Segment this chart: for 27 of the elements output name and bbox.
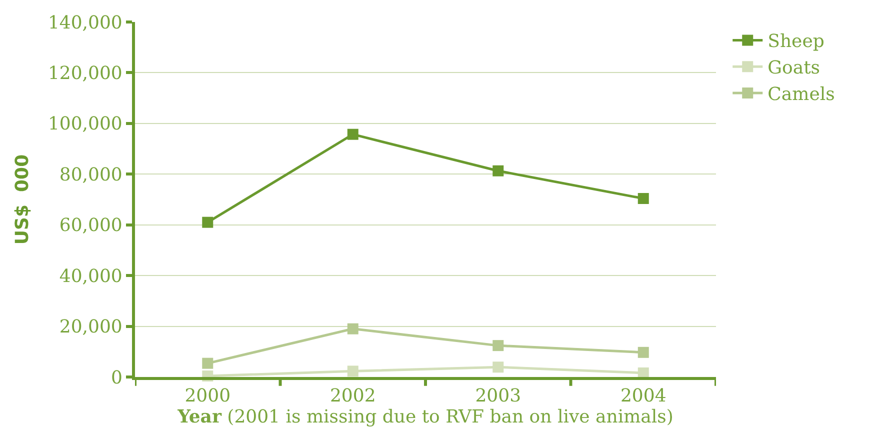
x-tick-label: 2000 <box>184 386 231 407</box>
point <box>638 346 649 358</box>
y-axis-title: US$ 000 <box>12 154 34 245</box>
legend-label: Goats <box>768 58 820 79</box>
point <box>347 128 358 140</box>
point <box>492 362 504 373</box>
y-tick-label: 80,000 <box>59 164 122 186</box>
y-tick-label: 60,000 <box>59 215 122 236</box>
y-tick-label: 140,000 <box>48 12 122 34</box>
y-tick-label: 100,000 <box>48 114 122 135</box>
point <box>347 323 358 334</box>
point <box>202 358 214 369</box>
y-tick-label: 40,000 <box>59 266 122 287</box>
point <box>492 340 504 352</box>
y-tick-label: 120,000 <box>48 63 122 84</box>
point <box>638 192 649 204</box>
x-axis-title: Year (2001 is missing due to RVF ban on live animals) <box>176 406 674 428</box>
y-tick-label: 20,000 <box>59 316 122 338</box>
x-tick-label: 2004 <box>620 386 666 407</box>
y-tick-label: 0 <box>110 367 122 388</box>
point <box>347 366 358 377</box>
legend-label: Sheep <box>768 31 824 52</box>
x-tick-label: 2002 <box>330 386 376 407</box>
point <box>202 216 214 228</box>
legend-label: Camels <box>768 84 835 106</box>
x-tick-label: 2003 <box>475 386 522 407</box>
point <box>492 165 504 176</box>
